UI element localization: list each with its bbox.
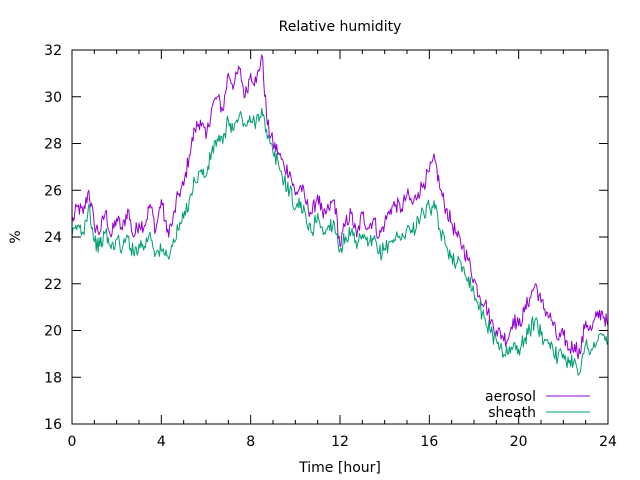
y-tick-label: 20 <box>44 324 62 340</box>
y-tick-label: 24 <box>44 230 62 246</box>
y-tick-label: 28 <box>44 137 62 153</box>
y-tick-label: 26 <box>44 183 62 199</box>
x-tick-label: 8 <box>246 434 255 450</box>
y-tick-label: 16 <box>44 417 62 433</box>
chart-title: Relative humidity <box>279 19 402 35</box>
x-tick-label: 24 <box>599 434 617 450</box>
y-tick-label: 22 <box>44 277 62 293</box>
series-line-sheath <box>71 107 609 376</box>
x-tick-label: 12 <box>331 434 349 450</box>
x-tick-label: 16 <box>420 434 438 450</box>
y-tick-label: 18 <box>44 370 62 386</box>
y-tick-label: 32 <box>44 43 62 59</box>
y-tick-label: 30 <box>44 90 62 106</box>
tick-labels: 0 4 8 12 16 20 24 16 18 20 22 24 26 28 30 32 <box>44 43 617 450</box>
plot-frame <box>71 49 609 425</box>
axis-ticks <box>71 49 609 425</box>
x-tick-label: 20 <box>510 434 528 450</box>
series-lines <box>71 54 609 376</box>
legend-label-sheath: sheath <box>488 405 536 421</box>
x-tick-label: 4 <box>157 434 166 450</box>
x-tick-label: 0 <box>68 434 77 450</box>
y-axis-label: % <box>8 230 24 243</box>
series-line-aerosol <box>71 54 609 360</box>
x-axis-label: Time [hour] <box>298 460 381 476</box>
legend-label-aerosol: aerosol <box>485 389 536 405</box>
